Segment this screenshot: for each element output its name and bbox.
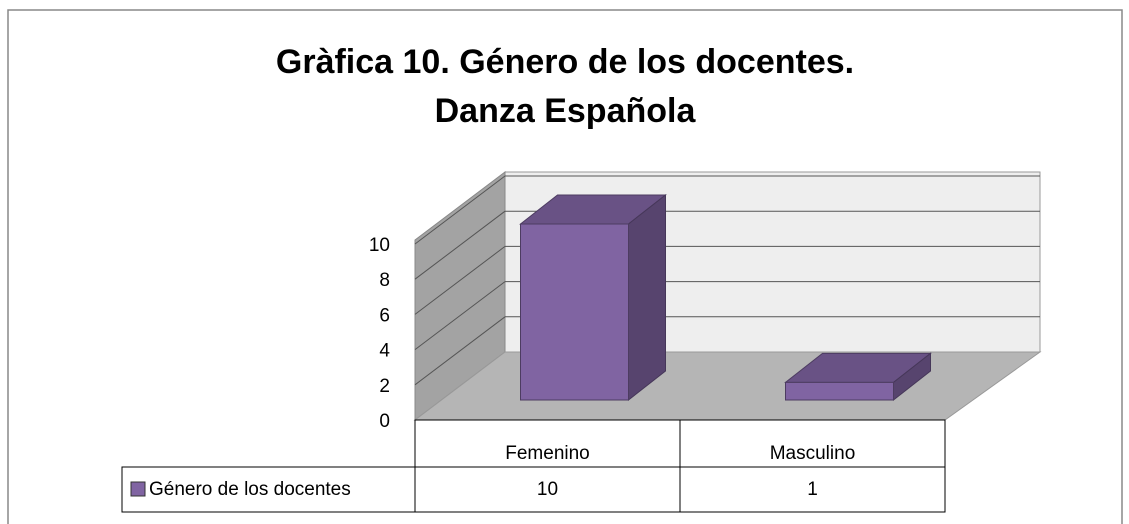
table-value: 10 xyxy=(537,479,558,500)
y-tick-label: 6 xyxy=(379,305,390,326)
legend-key xyxy=(130,481,146,497)
bar xyxy=(520,223,629,401)
x-tick-label: Masculino xyxy=(770,443,856,464)
bar xyxy=(785,381,894,401)
chart-title: Gràfica 10. Género de los docentes. xyxy=(276,43,854,81)
x-tick-label: Femenino xyxy=(505,443,590,464)
grid-line xyxy=(414,316,506,386)
floor xyxy=(413,351,1042,421)
y-tick-label: 0 xyxy=(379,411,390,432)
chart-title: Danza Española xyxy=(435,92,697,130)
y-tick-label: 10 xyxy=(369,235,390,256)
grid-line xyxy=(414,210,506,280)
bar-side xyxy=(628,193,666,402)
table-value: 1 xyxy=(807,479,818,500)
y-tick-label: 2 xyxy=(379,376,390,397)
legend-label: Género de los docentes xyxy=(149,479,351,500)
table-cell xyxy=(679,466,946,513)
y-tick-label: 4 xyxy=(379,341,390,362)
grid-line xyxy=(414,175,506,245)
grid-line xyxy=(414,246,506,315)
grid-line xyxy=(414,281,506,350)
y-tick-label: 8 xyxy=(379,270,390,291)
